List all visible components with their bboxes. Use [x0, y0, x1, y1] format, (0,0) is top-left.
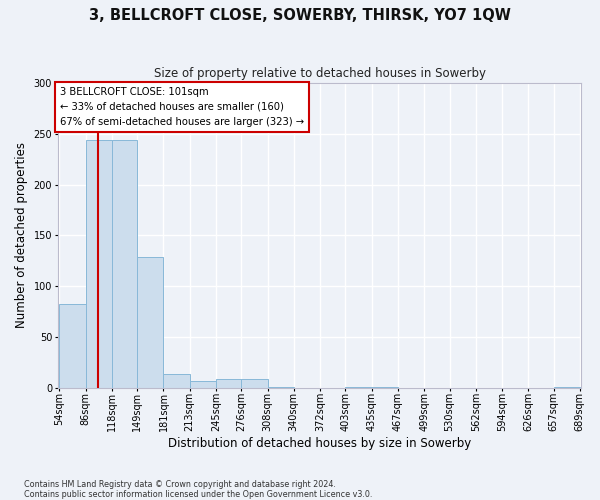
Y-axis label: Number of detached properties: Number of detached properties — [15, 142, 28, 328]
Text: 3, BELLCROFT CLOSE, SOWERBY, THIRSK, YO7 1QW: 3, BELLCROFT CLOSE, SOWERBY, THIRSK, YO7… — [89, 8, 511, 22]
Text: 3 BELLCROFT CLOSE: 101sqm
← 33% of detached houses are smaller (160)
67% of semi: 3 BELLCROFT CLOSE: 101sqm ← 33% of detac… — [60, 87, 304, 126]
Bar — [59, 304, 86, 388]
Bar — [268, 387, 294, 388]
Bar — [190, 381, 216, 388]
Bar — [86, 140, 112, 388]
Title: Size of property relative to detached houses in Sowerby: Size of property relative to detached ho… — [154, 68, 485, 80]
Bar — [371, 387, 398, 388]
Bar — [346, 387, 371, 388]
X-axis label: Distribution of detached houses by size in Sowerby: Distribution of detached houses by size … — [168, 437, 471, 450]
Bar — [216, 379, 241, 388]
Bar — [241, 379, 268, 388]
Bar — [112, 140, 137, 388]
Text: Contains HM Land Registry data © Crown copyright and database right 2024.
Contai: Contains HM Land Registry data © Crown c… — [24, 480, 373, 499]
Bar — [163, 374, 190, 388]
Bar — [137, 257, 163, 388]
Bar — [554, 387, 580, 388]
